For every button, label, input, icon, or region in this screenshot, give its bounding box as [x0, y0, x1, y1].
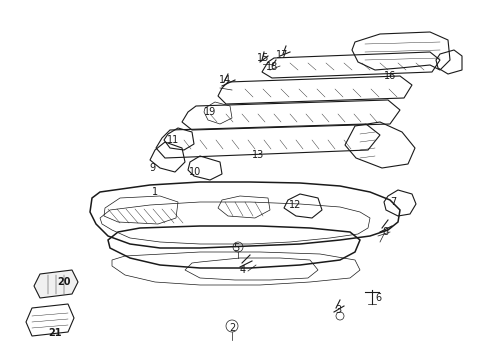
Text: 1: 1 [152, 187, 158, 197]
Text: 20: 20 [57, 277, 71, 287]
Text: 21: 21 [48, 328, 62, 338]
Text: 9: 9 [149, 163, 155, 173]
Text: 16: 16 [384, 71, 396, 81]
Text: 11: 11 [167, 135, 179, 145]
Text: 7: 7 [390, 197, 396, 207]
Text: 8: 8 [382, 227, 388, 237]
Text: 14: 14 [219, 75, 231, 85]
Text: 6: 6 [375, 293, 381, 303]
Text: 4: 4 [240, 265, 246, 275]
Text: 3: 3 [335, 305, 341, 315]
Text: 5: 5 [233, 243, 239, 253]
Polygon shape [34, 270, 78, 298]
Text: 17: 17 [276, 50, 288, 60]
Text: 12: 12 [289, 200, 301, 210]
Text: 2: 2 [229, 323, 235, 333]
Text: 18: 18 [266, 62, 278, 72]
Text: 19: 19 [204, 107, 216, 117]
Text: 15: 15 [257, 53, 269, 63]
Text: 13: 13 [252, 150, 264, 160]
Text: 10: 10 [189, 167, 201, 177]
